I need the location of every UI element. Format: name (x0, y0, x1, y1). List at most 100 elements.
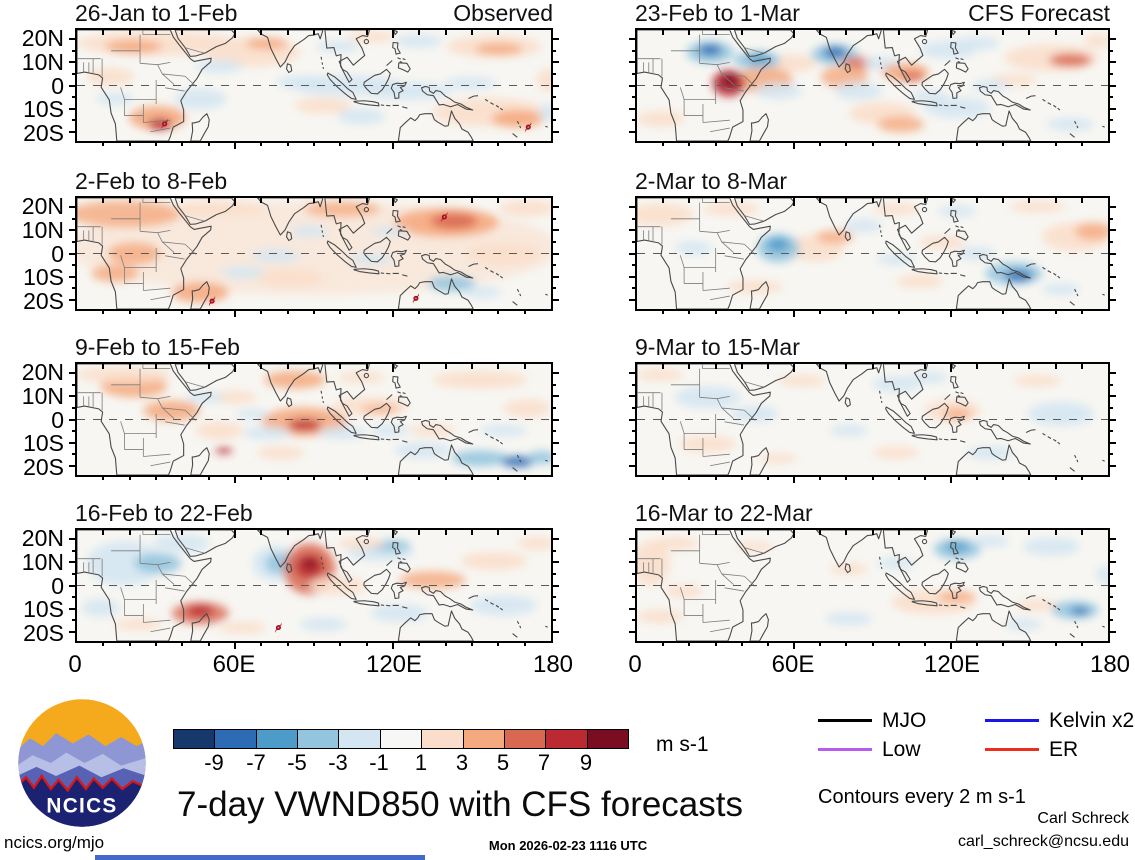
x-tick (260, 141, 263, 146)
x-tick (1080, 475, 1083, 480)
x-tick (497, 309, 500, 314)
x-tick (819, 141, 822, 146)
panel-title: 2-Mar to 8-Mar (635, 169, 1110, 194)
y-tick (632, 549, 637, 552)
x-tick (897, 141, 900, 146)
x-tick (923, 141, 926, 146)
y-tick (69, 630, 77, 633)
x-tick (418, 141, 421, 146)
x-tick (286, 30, 289, 35)
x-tick (286, 475, 289, 480)
x-tick (313, 309, 315, 314)
y-tick (632, 72, 637, 75)
y-tick (551, 72, 556, 75)
colorbar-tick-label: -1 (369, 750, 389, 775)
colorbar-swatch (421, 730, 463, 748)
y-tick (629, 252, 637, 255)
y-tick (1108, 130, 1116, 133)
x-tick (1080, 530, 1083, 535)
x-tick (792, 641, 795, 649)
x-tick (1028, 364, 1031, 369)
x-tick (950, 364, 953, 372)
y-tick (69, 298, 77, 301)
x-tick (740, 198, 743, 203)
x-tick (1002, 30, 1005, 35)
x-axis-label: 120E (923, 651, 981, 678)
x-tick (871, 30, 874, 35)
y-tick (629, 229, 637, 232)
y-tick (72, 240, 77, 243)
x-tick (976, 530, 979, 535)
x-tick (392, 475, 395, 483)
x-tick (444, 198, 447, 203)
y-tick (629, 584, 637, 587)
y-tick (69, 206, 77, 209)
x-tick (339, 475, 342, 480)
y-tick (72, 453, 77, 456)
x-tick (102, 30, 105, 35)
map-panel (69, 28, 559, 149)
legend-line (985, 719, 1039, 722)
x-tick (792, 30, 795, 38)
colorbar-swatch (462, 730, 504, 748)
credit-email[interactable]: carl_schreck@ncsu.edu (958, 833, 1129, 850)
x-tick (1028, 475, 1031, 480)
y-tick (632, 119, 637, 122)
x-tick (1080, 30, 1083, 35)
x-tick (181, 475, 184, 480)
map-canvas (77, 30, 551, 141)
x-tick (523, 30, 526, 35)
x-tick (313, 141, 315, 146)
y-tick (69, 38, 77, 41)
x-tick (470, 364, 473, 369)
y-tick (1108, 630, 1116, 633)
x-tick (102, 141, 105, 146)
panel-title: 26-Jan to 1-Feb Observed (75, 1, 553, 26)
x-tick (207, 141, 210, 146)
x-tick (155, 641, 158, 646)
y-tick (1108, 38, 1116, 41)
x-tick (497, 30, 500, 35)
x-tick (740, 141, 743, 146)
x-tick (181, 641, 184, 646)
y-tick (1108, 240, 1113, 243)
y-tick (1108, 107, 1116, 110)
y-axis-label: 0 (51, 407, 64, 433)
y-tick (629, 130, 637, 133)
x-tick (1080, 364, 1083, 369)
y-axis-label: 10N (21, 49, 64, 75)
y-tick (1108, 619, 1113, 622)
x-tick (766, 30, 769, 35)
x-tick (365, 475, 368, 480)
x-tick (418, 364, 421, 369)
site-link[interactable]: ncics.org/mjo (4, 833, 105, 852)
map-panel (69, 196, 559, 317)
map-canvas (637, 198, 1108, 309)
x-tick (233, 530, 236, 538)
colorbar-units-label: m s-1 (656, 733, 709, 756)
x-tick (444, 475, 447, 480)
y-tick (551, 406, 556, 409)
y-tick (551, 287, 556, 290)
x-tick (286, 198, 289, 203)
y-axis-label: 20N (21, 525, 64, 551)
x-tick (128, 141, 131, 146)
x-tick (286, 641, 289, 646)
y-tick (1108, 596, 1113, 599)
x-tick (365, 198, 368, 203)
x-axis-label: 0 (68, 651, 82, 678)
y-tick (72, 287, 77, 290)
y-tick (69, 252, 77, 255)
x-tick (207, 475, 210, 480)
x-tick (155, 530, 158, 535)
y-tick (551, 383, 556, 386)
x-tick (819, 30, 822, 35)
x-tick (662, 475, 665, 480)
y-tick (1108, 406, 1113, 409)
x-tick (418, 641, 421, 646)
x-tick (523, 309, 526, 314)
x-tick (313, 30, 315, 35)
y-tick (1108, 464, 1116, 467)
x-tick (897, 309, 900, 314)
x-tick (392, 309, 395, 317)
